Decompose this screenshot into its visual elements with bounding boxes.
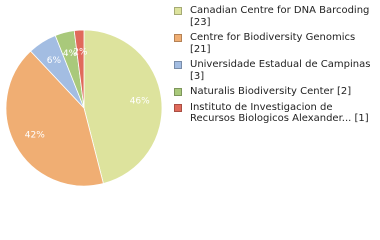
- legend-swatch: [174, 103, 182, 112]
- legend-item: Naturalis Biodiversity Center [2]: [174, 86, 374, 98]
- legend-swatch: [174, 61, 182, 69]
- slice-label: 6%: [47, 56, 62, 66]
- pie-slice: [83, 29, 163, 185]
- legend-label: Instituto de Investigacion de Recursos B…: [190, 101, 369, 125]
- legend-label: Centre for Biodiversity Genomics [21]: [190, 32, 356, 55]
- slice-label: 42%: [25, 131, 45, 141]
- slice-label: 4%: [63, 49, 78, 59]
- legend-swatch: [174, 7, 182, 15]
- legend-item: Instituto de Investigacion de Recursos B…: [174, 102, 374, 125]
- slice-label: 46%: [130, 96, 150, 106]
- legend-item: Centre for Biodiversity Genomics [21]: [174, 32, 374, 55]
- legend-label: Canadian Centre for DNA Barcoding [23]: [190, 5, 370, 28]
- slice-label: 2%: [73, 47, 88, 57]
- pie: 46% 42% 6%4%2%: [5, 29, 163, 187]
- legend-item: Universidade Estadual de Campinas [3]: [174, 59, 374, 82]
- legend-swatch: [174, 88, 182, 96]
- legend-item: Canadian Centre for DNA Barcoding [23]: [174, 5, 374, 28]
- legend: Canadian Centre for DNA Barcoding [23] Ce…: [174, 5, 374, 129]
- legend-label: Naturalis Biodiversity Center [2]: [190, 86, 352, 97]
- legend-label: Universidade Estadual de Campinas [3]: [190, 59, 371, 82]
- pie-slice: [73, 29, 85, 109]
- pie-slice: [5, 50, 104, 187]
- legend-swatch: [174, 34, 182, 42]
